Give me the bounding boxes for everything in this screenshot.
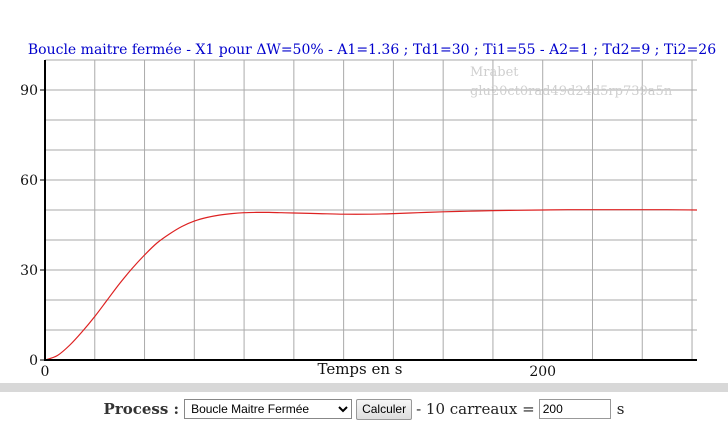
unit-label: s: [616, 400, 625, 418]
calculate-button[interactable]: Calculer: [356, 398, 413, 420]
watermark-text: Mrabet: [470, 65, 519, 80]
watermark: Mrabet glu20ct0rad49d24d5rp739a5n: [470, 65, 673, 99]
squares-input[interactable]: [538, 399, 611, 419]
chart: Boucle maitre fermée - X1 pour ΔW=50% - …: [20, 42, 716, 380]
x-axis-label: Temps en s: [317, 360, 402, 378]
watermark-text: glu20ct0rad49d24d5rp739a5n: [470, 84, 673, 99]
chart-title: Boucle maitre fermée - X1 pour ΔW=50% - …: [28, 42, 716, 58]
axes: 0 30 60 90 0 200: [20, 60, 697, 380]
x-tick-label: 0: [41, 364, 50, 380]
y-tick-label: 60: [20, 173, 38, 189]
series-layer: [44, 209, 698, 361]
process-select[interactable]: Boucle Maitre Fermée: [184, 399, 353, 419]
y-tick-label: 30: [20, 263, 38, 279]
process-label: Process :: [103, 400, 180, 418]
series-line-0: [44, 209, 698, 361]
control-bar: Process : Boucle Maitre Fermée Calculer …: [0, 396, 728, 422]
x-tick-label: 200: [529, 364, 556, 380]
squares-text: - 10 carreaux =: [416, 400, 535, 418]
y-tick-label: 90: [20, 83, 38, 99]
divider: [0, 383, 728, 392]
y-tick-label: 0: [29, 353, 38, 369]
